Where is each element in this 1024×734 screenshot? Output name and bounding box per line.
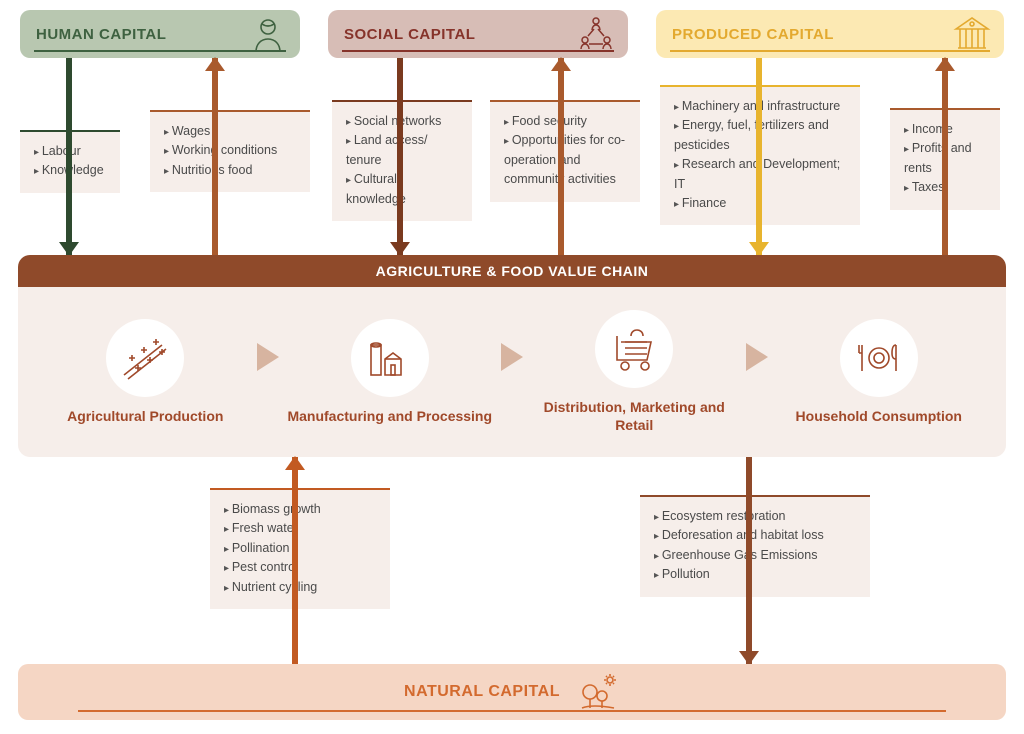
produced-capital-header: PRODUCED CAPITAL	[656, 10, 1004, 58]
list-item: Pollution	[654, 565, 858, 584]
stage-household: Household Consumption	[772, 319, 987, 425]
chevron-right-icon	[257, 343, 279, 371]
natural-inputs-box: Biomass growth Fresh water Pollination P…	[210, 488, 390, 609]
crops-icon	[118, 331, 172, 385]
arrow-social-out	[556, 58, 566, 255]
value-chain-body: Agricultural Production Manufacturing an…	[18, 287, 1006, 457]
natural-outputs-box: Ecosystem restoration Deforesation and h…	[640, 495, 870, 597]
stage-distribution: Distribution, Marketing and Retail	[527, 310, 742, 434]
arrow-produced-out	[940, 58, 950, 255]
list-item: Opportunities for co-operation and commu…	[504, 131, 628, 189]
chevron-right-icon	[501, 343, 523, 371]
human-capital-header: HUMAN CAPITAL	[20, 10, 300, 58]
arrow-social-in	[395, 58, 405, 255]
list-item: Working conditions	[164, 141, 298, 160]
plate-cutlery-icon	[852, 331, 906, 385]
chevron-right-icon	[746, 343, 768, 371]
human-capital-title: HUMAN CAPITAL	[36, 26, 166, 43]
list-item: Fresh water	[224, 519, 378, 538]
natural-capital-title: NATURAL CAPITAL	[404, 683, 560, 701]
cart-produce-icon	[607, 322, 661, 376]
trees-sun-icon	[576, 670, 620, 714]
stage-label: Distribution, Marketing and Retail	[527, 398, 742, 434]
stage-label: Household Consumption	[772, 407, 987, 425]
person-icon	[248, 14, 288, 54]
stage-label: Manufacturing and Processing	[283, 407, 498, 425]
arrow-natural-out	[744, 457, 754, 664]
list-item: Food security	[504, 112, 628, 131]
bank-building-icon	[952, 14, 992, 54]
list-item: Pollination	[224, 539, 378, 558]
list-item: Ecosystem restoration	[654, 507, 858, 526]
list-item: Deforesation and habitat loss	[654, 526, 858, 545]
list-item: Biomass growth	[224, 500, 378, 519]
list-item: Wages	[164, 122, 298, 141]
list-item: Greenhouse Gas Emissions	[654, 546, 858, 565]
stage-label: Agricultural Production	[38, 407, 253, 425]
arrow-produced-in	[754, 58, 764, 255]
produced-capital-title: PRODUCED CAPITAL	[672, 26, 834, 43]
list-item: Nutritious food	[164, 161, 298, 180]
natural-capital-bar: NATURAL CAPITAL	[18, 664, 1006, 720]
human-outputs-box: Wages Working conditions Nutritious food	[150, 110, 310, 192]
social-capital-header: SOCIAL CAPITAL	[328, 10, 628, 58]
stage-manufacturing: Manufacturing and Processing	[283, 319, 498, 425]
social-capital-title: SOCIAL CAPITAL	[344, 26, 475, 43]
factory-barn-icon	[363, 331, 417, 385]
arrow-human-in	[64, 58, 74, 255]
arrow-human-out	[210, 58, 220, 255]
value-chain-title: AGRICULTURE & FOOD VALUE CHAIN	[18, 255, 1006, 287]
list-item: Nutrient cycling	[224, 578, 378, 597]
arrow-natural-in	[290, 457, 300, 664]
list-item: Pest control	[224, 558, 378, 577]
stage-agricultural-production: Agricultural Production	[38, 319, 253, 425]
network-people-icon	[576, 14, 616, 54]
